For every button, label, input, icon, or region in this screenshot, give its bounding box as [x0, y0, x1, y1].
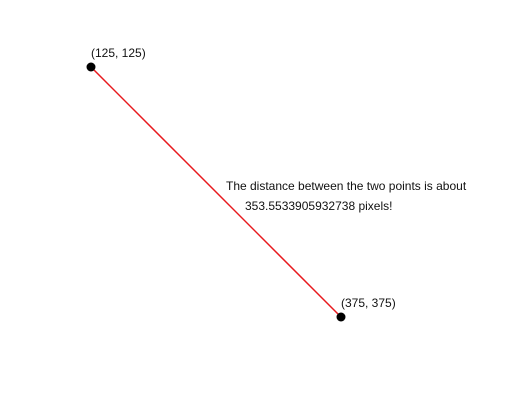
point-a-marker[interactable]	[86, 62, 96, 72]
point-b-label: (375, 375)	[341, 296, 396, 310]
point-b-marker[interactable]	[336, 312, 346, 322]
point-a-label: (125, 125)	[91, 46, 146, 60]
connecting-line-segment	[90, 66, 342, 318]
distance-message-line-1: The distance between the two points is a…	[226, 179, 467, 193]
distance-message-line-2: 353.5533905932738 pixels!	[245, 199, 392, 213]
